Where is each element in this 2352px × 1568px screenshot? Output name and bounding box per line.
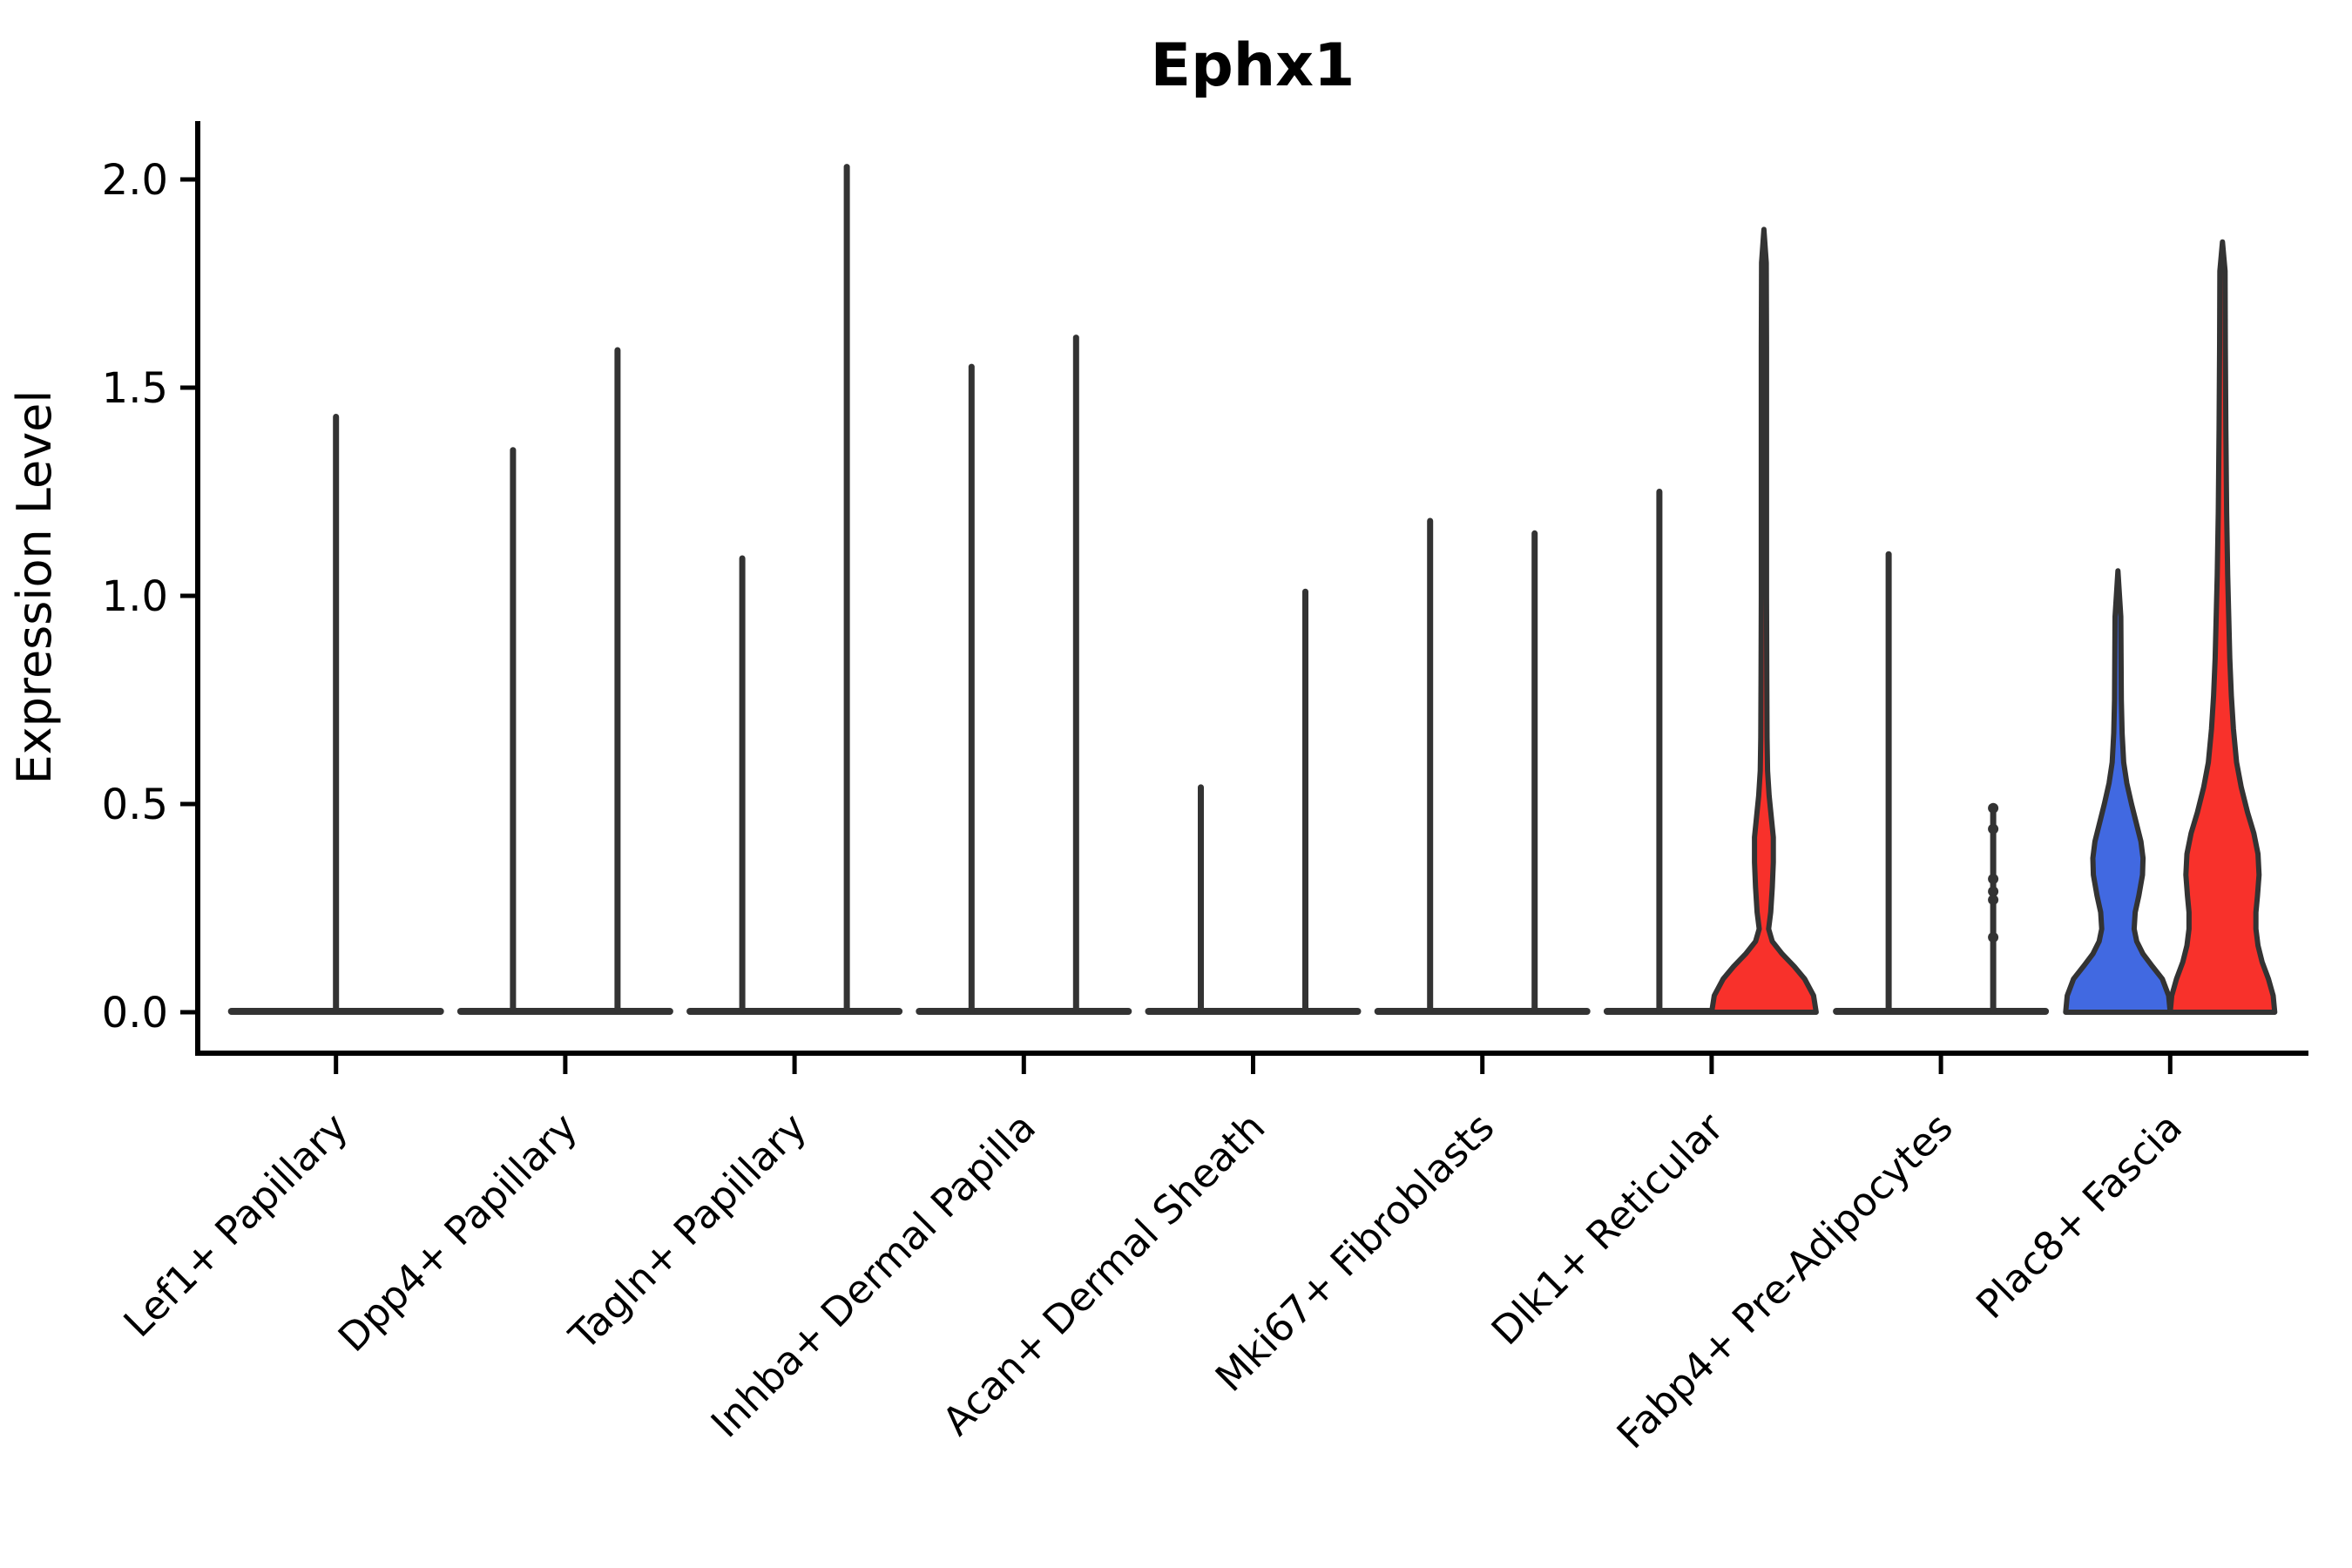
y-tick-label: 0.5 bbox=[102, 781, 168, 829]
x-tick-label: Dlk1+ Reticular bbox=[1483, 1104, 1733, 1354]
violin-layer bbox=[227, 164, 2278, 1015]
jitter-point bbox=[1988, 894, 1999, 905]
jitter-point bbox=[1988, 874, 1999, 885]
y-tick-label: 1.5 bbox=[102, 364, 168, 413]
jitter-point bbox=[1988, 802, 1999, 814]
x-tick-label: Lef1+ Papillary bbox=[115, 1104, 357, 1346]
y-axis-label: Expression Level bbox=[7, 390, 62, 785]
x-tick-label: Plac8+ Fascia bbox=[1967, 1104, 2191, 1328]
x-tick-label: Dpp4+ Papillary bbox=[329, 1104, 586, 1361]
y-tick-label: 1.0 bbox=[102, 572, 168, 621]
chart-title: Ephx1 bbox=[1151, 31, 1355, 100]
jitter-point bbox=[1988, 931, 1999, 943]
violin-body-red bbox=[2167, 239, 2278, 1015]
x-tick-label: Tagln+ Papillary bbox=[560, 1104, 815, 1359]
y-tick-label: 2.0 bbox=[102, 156, 168, 205]
y-tick-label: 0.0 bbox=[102, 989, 168, 1037]
violin-body-blue bbox=[2063, 568, 2173, 1015]
jitter-point bbox=[1988, 886, 1999, 897]
violin-body-red bbox=[1708, 226, 1819, 1015]
jitter-point bbox=[1988, 823, 1999, 835]
